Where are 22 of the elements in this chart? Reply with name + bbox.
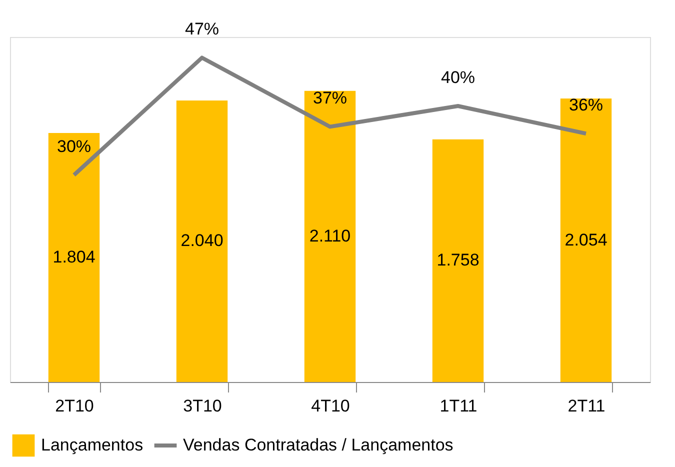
data-label: 40% <box>440 68 476 87</box>
bar <box>432 139 484 382</box>
x-tick-label: 2T11 <box>568 396 606 416</box>
data-label: 30% <box>56 137 92 156</box>
data-label: 2.040 <box>180 231 224 250</box>
bar <box>48 133 100 382</box>
data-label: 36% <box>568 96 604 115</box>
legend-label: Vendas Contratadas / Lançamentos <box>183 436 454 454</box>
legend-label: Lançamentos <box>41 436 144 454</box>
x-tick-label: 2T10 <box>55 396 94 416</box>
data-label: 37% <box>312 88 348 108</box>
bar <box>176 100 228 382</box>
data-label: 2.054 <box>564 230 608 250</box>
data-label: 47% <box>184 20 220 39</box>
bar <box>560 98 612 382</box>
data-label: 1.804 <box>52 248 96 267</box>
x-tick-label: 1T11 <box>440 396 478 416</box>
bar <box>304 90 356 382</box>
data-label: 1.758 <box>436 250 480 270</box>
x-tick-label: 3T10 <box>183 396 222 416</box>
data-label: 2.110 <box>309 226 351 246</box>
x-tick-label: 4T10 <box>311 396 350 416</box>
